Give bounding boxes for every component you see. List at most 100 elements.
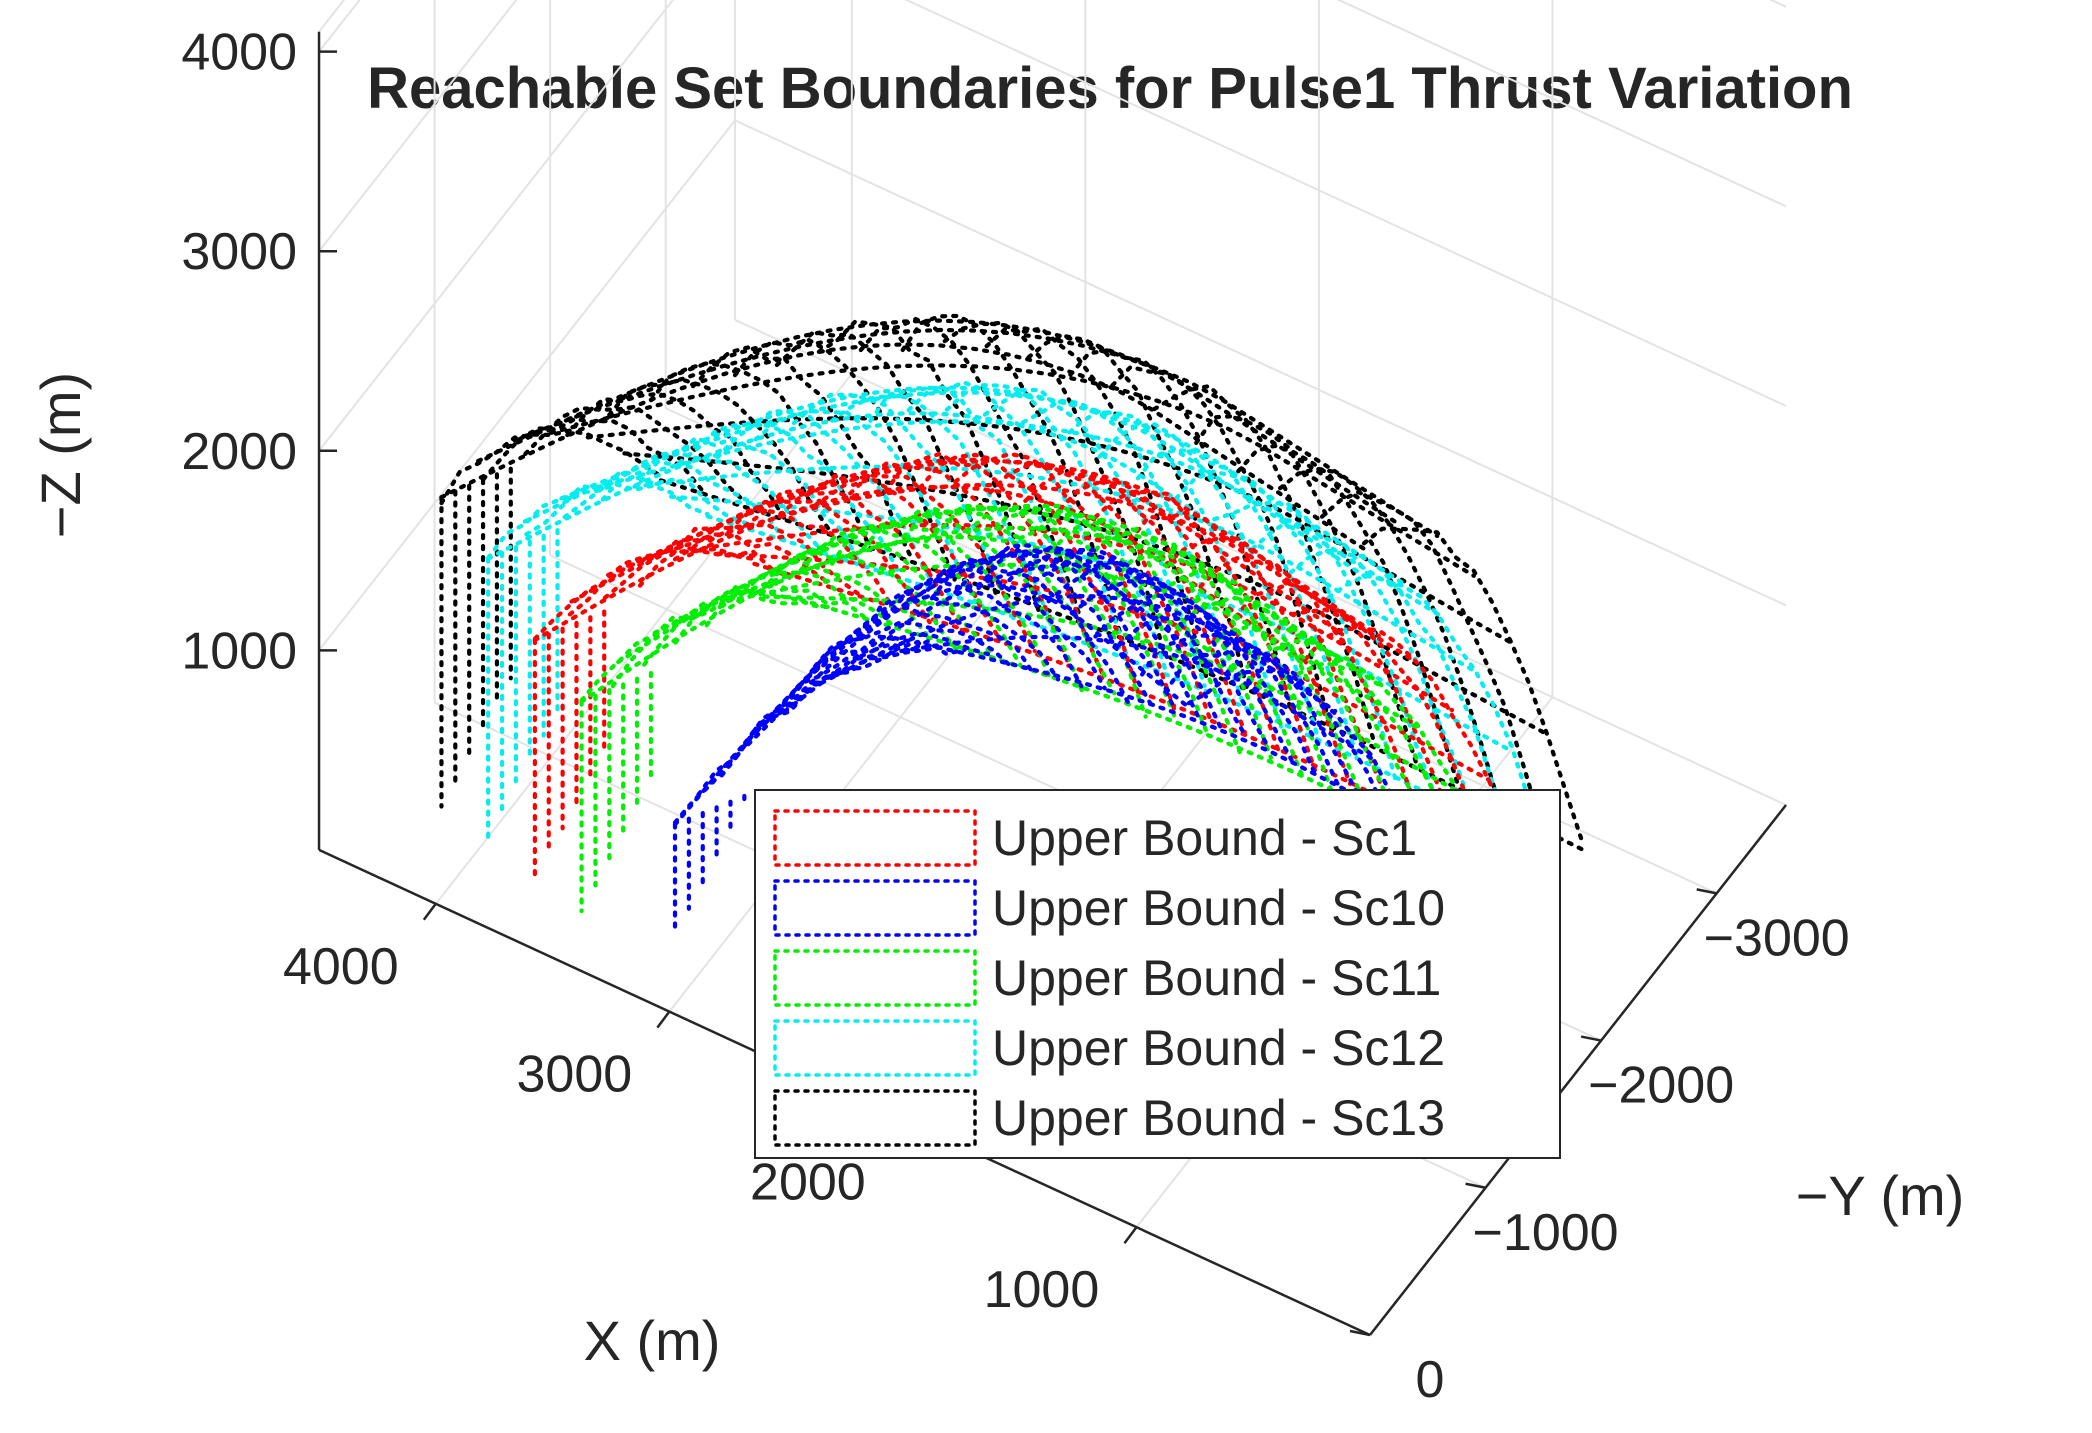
series-mark: [762, 594, 1456, 792]
series-mark: [476, 318, 1403, 528]
series-mark: [1017, 511, 1242, 755]
legend-label: Upper Bound - Sc12: [992, 1020, 1445, 1076]
series-mark: [746, 547, 1265, 747]
series-mark: [829, 520, 1054, 684]
legend-swatch: [773, 879, 977, 937]
series-mark: [929, 548, 1154, 708]
series-mark: [719, 645, 944, 778]
series-mark: [829, 393, 1054, 629]
series-mark: [1173, 469, 1398, 783]
x-tick-mark: [422, 903, 437, 921]
series-mark: [595, 419, 1441, 617]
series-mark: [439, 428, 664, 506]
series-mark: [1049, 518, 1274, 760]
legend-item: Upper Bound - Sc1: [773, 809, 1417, 867]
series-mark: [622, 451, 1550, 737]
series-mark: [486, 411, 1332, 605]
series-mark: [861, 509, 1086, 696]
series-mark: [1093, 489, 1318, 773]
series-mark: [725, 562, 1420, 730]
series-upper-bound-sc10: [672, 543, 1411, 937]
legend-label: Upper Bound - Sc11: [992, 950, 1441, 1006]
grid-line: [318, 0, 361, 53]
grid-line: [1768, 0, 1787, 8]
x-tick-label: 2000: [750, 1153, 866, 1211]
legend-swatch: [773, 1089, 977, 1147]
series-mark: [715, 408, 940, 595]
y-tick-mark: [1696, 888, 1717, 895]
z-tick-label: 3000: [181, 223, 297, 281]
series-mark: [600, 449, 825, 554]
series-mark: [672, 583, 1191, 827]
series-mark: [1205, 614, 1430, 841]
y-axis-label: −Y (m): [1796, 1164, 1965, 1227]
legend-swatch: [773, 1019, 977, 1077]
x-tick-mark: [1123, 1226, 1138, 1244]
grid-line: [904, 0, 1787, 407]
series-mark: [1236, 443, 1460, 787]
series-mark: [524, 475, 749, 537]
series-mark: [689, 525, 1383, 688]
series-mark: [923, 503, 1148, 719]
series-mark: [579, 534, 1273, 704]
series-mark: [782, 562, 1301, 714]
series-mark: [1058, 478, 1283, 757]
x-tick-mark: [656, 1010, 671, 1029]
series-mark: [1093, 593, 1318, 776]
series-mark: [1277, 466, 1502, 809]
series-mark: [848, 461, 1072, 670]
series-mark: [918, 452, 1142, 701]
series-mark: [1212, 500, 1437, 795]
series-mark: [858, 316, 1083, 620]
z-tick-label: 2000: [181, 423, 297, 481]
z-tick-label: 1000: [181, 622, 297, 680]
y-tick-label: 0: [1416, 1351, 1445, 1409]
legend: Upper Bound - Sc1 Upper Bound - Sc10 Upper…: [754, 789, 1561, 1159]
tick-layer: 4000 3000 2000 1000 4000 3000 2000 1000 0 −1000 −2…: [181, 24, 1849, 1409]
series-mark: [984, 326, 1209, 679]
series-mark: [1319, 489, 1544, 829]
z-axis-label: −Z (m): [29, 372, 92, 538]
y-tick-mark: [1349, 1329, 1371, 1337]
grid-line: [318, 0, 518, 252]
series-mark: [715, 551, 1491, 782]
series-upper-bound-sc12: [486, 380, 1551, 858]
series-mark: [752, 561, 1528, 872]
legend-box: [754, 789, 1561, 1159]
series-mark: [512, 327, 1440, 539]
legend-item: Upper Bound - Sc13: [773, 1089, 1445, 1147]
series-mark: [791, 392, 1016, 621]
y-tick-label: −1000: [1473, 1204, 1619, 1262]
series-layer: [439, 313, 1586, 937]
series-mark: [1046, 560, 1271, 750]
x-axis-label: X (m): [584, 1309, 721, 1372]
chart-title: Reachable Set Boundaries for Pulse1 Thru…: [367, 56, 1853, 121]
legend-label: Upper Bound - Sc1: [992, 810, 1417, 866]
y-tick-label: −3000: [1704, 909, 1850, 967]
series-mark: [565, 391, 789, 525]
grid-line: [734, 119, 1787, 607]
x-tick-label: 4000: [283, 938, 399, 996]
series-mark: [605, 458, 1381, 638]
series-mark: [789, 619, 1014, 700]
legend-label: Upper Bound - Sc10: [992, 880, 1445, 936]
series-mark: [1152, 383, 1377, 744]
series-mark: [642, 579, 866, 667]
series-mark: [559, 390, 1405, 585]
series-mark: [892, 635, 1411, 825]
series-mark: [632, 464, 1478, 674]
series-mark: [642, 482, 1418, 664]
grid-line: [318, 119, 736, 651]
y-tick-mark: [1580, 1035, 1602, 1042]
series-mark: [1237, 637, 1461, 852]
series-mark: [602, 531, 827, 600]
legend-item: Upper Bound - Sc10: [773, 879, 1445, 937]
legend-swatch: [773, 809, 977, 867]
y-tick-label: −2000: [1588, 1057, 1734, 1115]
legend-swatch: [773, 949, 977, 1007]
series-mark: [1268, 660, 1493, 868]
series-upper-bound-sc1: [532, 451, 1528, 882]
series-mark: [1361, 526, 1586, 848]
grid-line: [318, 0, 346, 33]
